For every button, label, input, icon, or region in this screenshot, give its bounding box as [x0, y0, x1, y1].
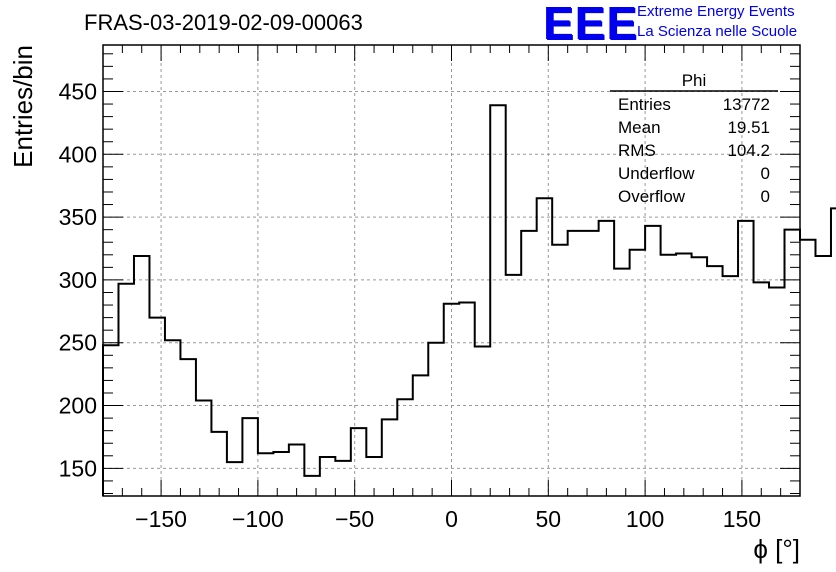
histogram-bin [599, 221, 614, 496]
x-tick-label: 100 [626, 506, 664, 532]
histogram-bin [661, 255, 676, 496]
y-tick-labels: 150 200 250 300 350 400 450 [59, 78, 97, 481]
histogram-bin [118, 284, 133, 496]
y-tick-label: 150 [59, 455, 97, 481]
histogram-outline [102, 104, 836, 496]
histogram-bin [676, 254, 691, 496]
x-tick-label: 50 [536, 506, 562, 532]
histogram-bin [475, 347, 490, 496]
histogram-bin [707, 266, 722, 496]
histogram-bin [506, 275, 521, 496]
histogram-bin [149, 318, 164, 496]
y-tick-label: 450 [59, 78, 97, 104]
histogram-bin [258, 453, 273, 496]
histogram-bin [180, 359, 195, 496]
y-tick-label: 350 [59, 204, 97, 230]
histogram-bin [630, 250, 645, 496]
x-tick-label: −50 [335, 506, 374, 532]
histogram-bin [583, 231, 598, 496]
histogram-bin [335, 461, 350, 496]
stats-value-overflow: 0 [761, 187, 770, 206]
y-tick-label: 400 [59, 141, 97, 167]
x-axis-title: ϕ [°] [753, 534, 800, 564]
eee-logo: EEE [543, 0, 639, 49]
histogram-bin [320, 457, 335, 496]
histogram-bin [769, 287, 784, 496]
grid-lines [103, 45, 800, 496]
histogram-bin [754, 282, 769, 496]
x-tick-label: 0 [445, 506, 458, 532]
histogram-bin [521, 231, 536, 496]
histogram-bin [273, 452, 288, 496]
stats-label-overflow: Overflow [618, 187, 686, 206]
stats-label-underflow: Underflow [618, 164, 695, 183]
histogram-bin [304, 476, 319, 496]
histogram-bin [165, 340, 180, 496]
y-axis-title: Entries/bin [8, 45, 38, 168]
histogram-bin [382, 419, 397, 496]
x-tick-labels: −150 −100 −50 0 50 100 150 [135, 506, 761, 532]
histogram-bin [227, 462, 242, 496]
histogram-bin [537, 198, 552, 496]
stats-label-rms: RMS [618, 141, 656, 160]
histogram-bin [490, 105, 505, 496]
stats-value-mean: 19.51 [727, 118, 770, 137]
x-tick-label: −150 [135, 506, 187, 532]
histogram-bin [552, 245, 567, 496]
histogram-bin [196, 401, 211, 496]
stats-label-entries: Entries [618, 95, 671, 114]
histogram-bin [459, 303, 474, 496]
histogram-bin [692, 257, 707, 496]
histogram-bin [211, 432, 226, 496]
histogram-bin [815, 256, 830, 496]
histogram-bin [614, 269, 629, 496]
histogram-bin [723, 276, 738, 496]
stats-value-underflow: 0 [761, 164, 770, 183]
y-tick-label: 200 [59, 393, 97, 419]
histogram-bin [351, 428, 366, 496]
histogram-bin [134, 256, 149, 496]
y-tick-label: 250 [59, 330, 97, 356]
histogram-steps [102, 104, 836, 496]
histogram-bin [568, 231, 583, 496]
chart-title: FRAS-03-2019-02-09-00063 [84, 10, 363, 35]
histogram-bin [397, 399, 412, 496]
x-tick-label: 150 [723, 506, 761, 532]
histogram-bin [738, 221, 753, 496]
logo-subtitle-2: La Scienza nelle Scuole [637, 23, 798, 40]
histogram-bin [413, 375, 428, 496]
stats-value-entries: 13772 [723, 95, 770, 114]
histogram-bin [242, 418, 257, 496]
y-tick-label: 300 [59, 267, 97, 293]
histogram-bin [645, 226, 660, 496]
stats-name: Phi [682, 71, 707, 90]
stats-value-rms: 104.2 [727, 141, 770, 160]
histogram-bin [800, 240, 815, 496]
logo-subtitle-1: Extreme Energy Events [637, 3, 795, 20]
histogram-bin [444, 304, 459, 496]
axis-ticks [103, 45, 800, 496]
histogram-bin [428, 343, 443, 496]
stats-box: Phi Entries 13772 Mean 19.51 RMS 104.2 U… [610, 71, 778, 206]
x-tick-label: −100 [232, 506, 284, 532]
stats-label-mean: Mean [618, 118, 661, 137]
